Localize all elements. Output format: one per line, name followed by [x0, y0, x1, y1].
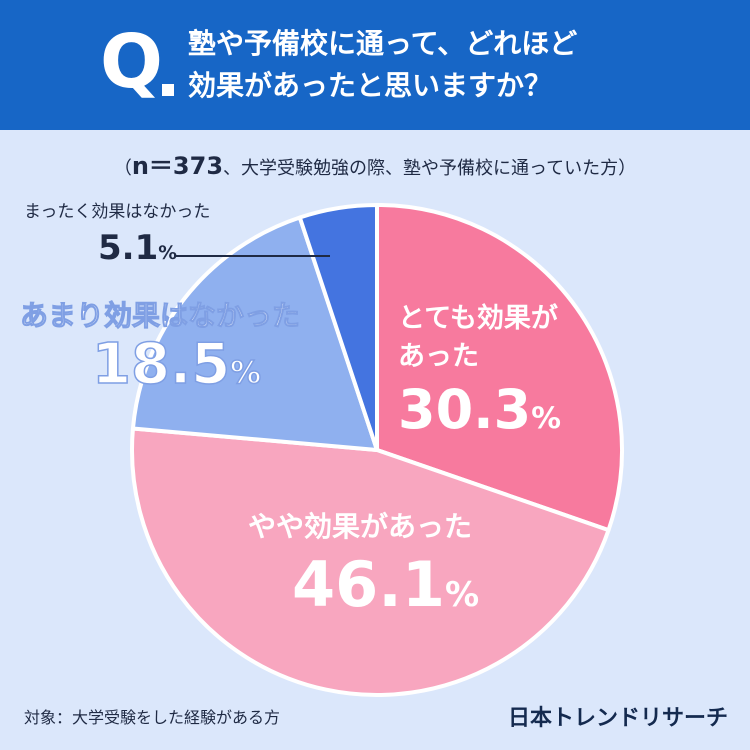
slice-value-not-much-num: 18.5 [91, 331, 231, 398]
question-line-2: 効果があったと思いますか？ [188, 69, 553, 102]
slice-value-somewhat-effective: 46.1% [292, 548, 479, 621]
slice-label-not-much: あまり効果はなかった [19, 299, 301, 333]
slice-value-not-much: 18.5% [91, 331, 262, 398]
sample-size-note: （n＝373、大学受験勉強の際、塾や予備校に通っていた方） [0, 146, 750, 181]
pie-slice-very-effective [375, 203, 624, 533]
sample-n: n＝373 [131, 152, 224, 180]
slice-value-very-effective-num: 30.3 [398, 378, 532, 441]
pie-slice-none [297, 203, 379, 452]
slice-value-very-effective-pct: % [531, 401, 561, 436]
slice-label-very-effective-line2: あった [398, 341, 479, 372]
slice-label-very-effective: とても効果が あった [398, 300, 558, 376]
sample-open-paren: （ [113, 158, 132, 179]
slice-value-very-effective: 30.3% [398, 378, 561, 441]
slice-value-somewhat-effective-num: 46.1 [292, 548, 445, 621]
slice-value-somewhat-effective-pct: % [444, 575, 480, 615]
q-letter: Q [100, 19, 163, 105]
pie-slice-somewhat-effective [130, 426, 611, 697]
slice-value-not-much-pct: % [229, 354, 262, 392]
slice-value-none-pct: % [158, 243, 177, 264]
question-header: Q 塾や予備校に通って、どれほど 効果があったと思いますか？ [0, 0, 750, 130]
target-note: 対象：大学受験をした経験がある方 [24, 708, 281, 727]
sample-description: 、大学受験勉強の際、塾や予備校に通っていた方） [223, 158, 637, 179]
slice-label-none: まったく効果はなかった [24, 202, 211, 222]
slice-label-very-effective-line1: とても効果が [398, 303, 558, 334]
slice-value-none-num: 5.1 [98, 228, 159, 268]
slice-value-none: 5.1% [98, 228, 177, 268]
q-dot [162, 84, 174, 96]
pie-slice-not-much [130, 215, 379, 452]
question-line-1: 塾や予備校に通って、どれほど [188, 27, 578, 60]
brand-logo: 日本トレンドリサーチ [507, 706, 728, 731]
slice-label-somewhat-effective: やや効果があった [248, 510, 473, 543]
